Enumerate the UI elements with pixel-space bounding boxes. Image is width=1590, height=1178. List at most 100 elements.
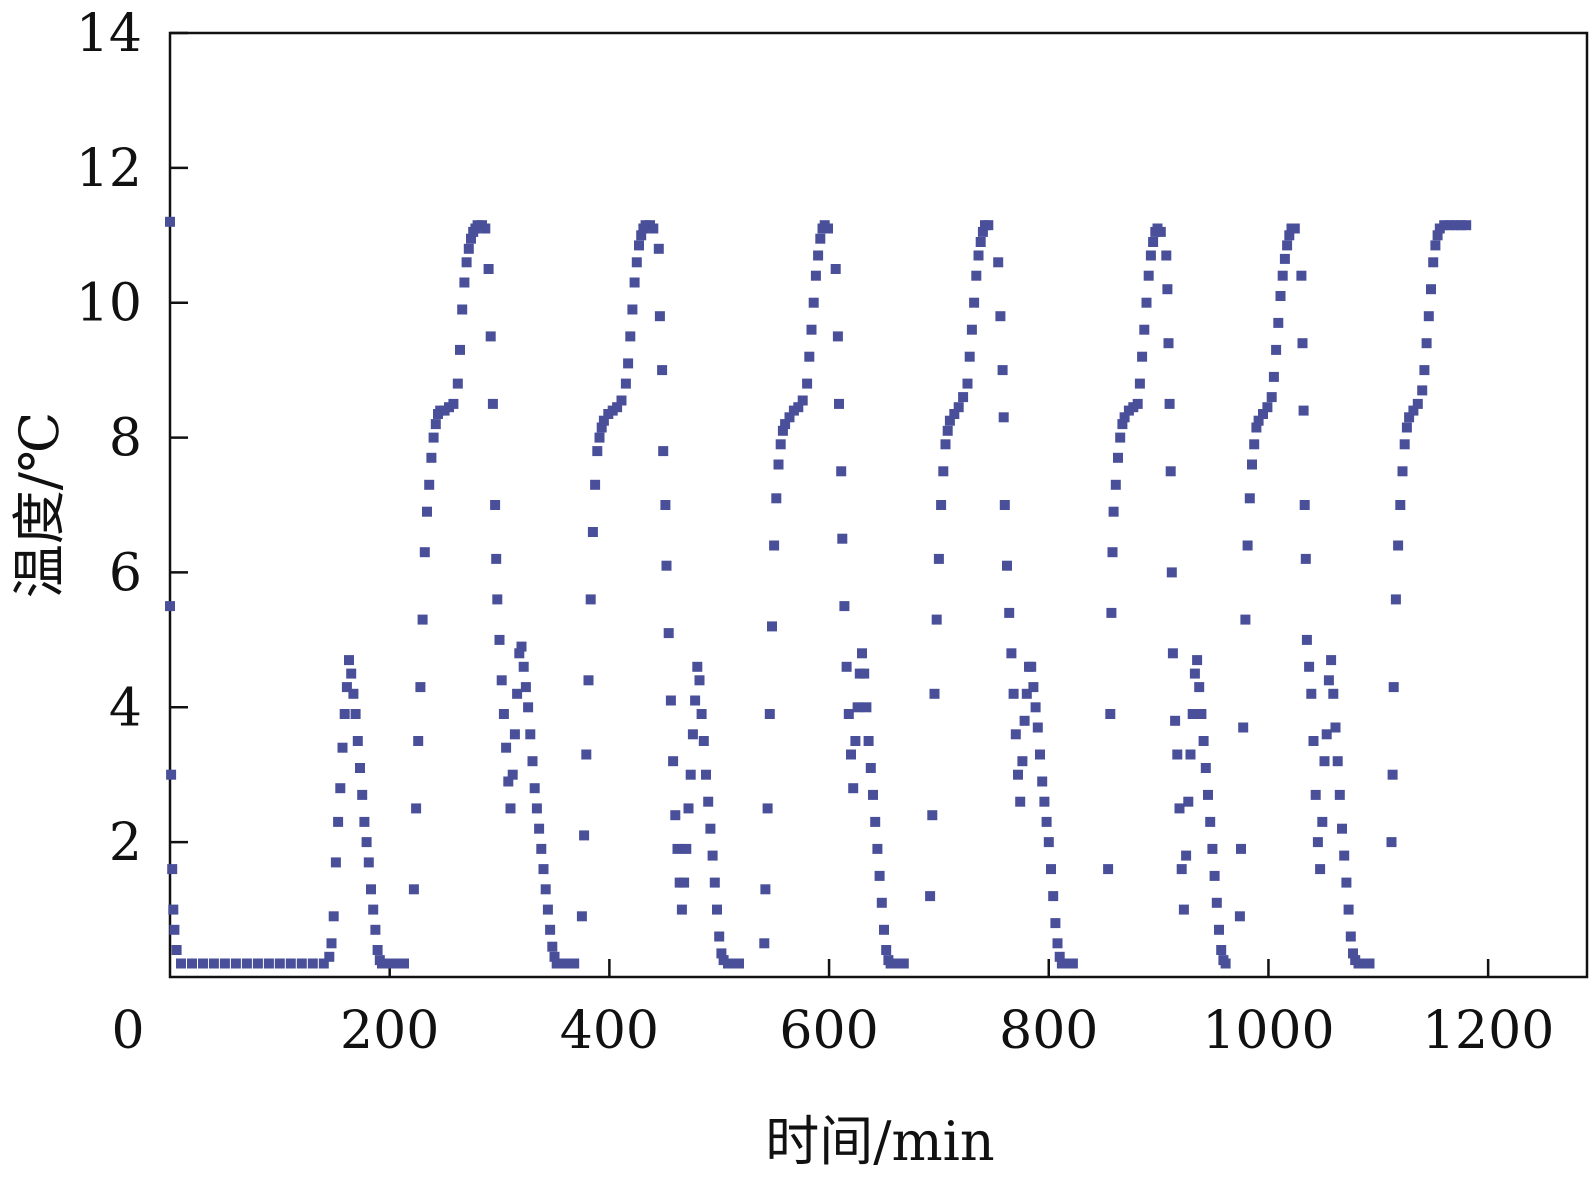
data-point — [1185, 749, 1196, 760]
data-point — [514, 648, 525, 659]
y-axis-label: 温度/℃ — [8, 412, 71, 599]
data-point — [876, 897, 887, 908]
data-point — [503, 776, 514, 787]
data-point — [933, 553, 944, 564]
data-point — [1234, 911, 1245, 922]
data-point — [505, 803, 516, 814]
data-point — [581, 749, 592, 760]
data-point — [762, 803, 773, 814]
data-point — [592, 446, 603, 457]
y-tick-label: 8 — [109, 409, 142, 469]
data-point — [1054, 951, 1065, 962]
data-point — [1164, 398, 1175, 409]
data-point — [636, 230, 647, 241]
data-point — [1308, 736, 1319, 746]
x-tick-label: 400 — [560, 1001, 659, 1061]
data-point — [507, 769, 518, 780]
data-point — [348, 688, 359, 699]
data-point — [368, 904, 379, 915]
data-point — [629, 277, 640, 288]
data-point — [457, 304, 468, 315]
data-point — [808, 297, 819, 308]
data-point — [1006, 648, 1017, 659]
data-point — [1268, 371, 1279, 382]
data-point — [1216, 945, 1227, 955]
data-point — [422, 506, 432, 517]
data-point — [428, 432, 439, 443]
data-point — [929, 688, 940, 699]
data-point — [1258, 409, 1268, 419]
data-point — [424, 479, 435, 490]
data-point — [357, 789, 368, 800]
data-point — [966, 324, 977, 335]
data-point — [168, 904, 179, 915]
data-point — [784, 412, 795, 423]
data-point — [1299, 500, 1310, 510]
data-point — [1348, 948, 1358, 959]
data-point — [393, 958, 404, 969]
data-point — [1207, 843, 1218, 854]
data-point — [1211, 897, 1222, 908]
data-point — [1203, 789, 1213, 800]
data-point — [623, 358, 634, 369]
data-point — [852, 702, 863, 713]
data-point — [1161, 250, 1172, 261]
data-point — [415, 682, 426, 693]
data-point — [885, 958, 896, 969]
data-point — [1167, 648, 1178, 659]
data-point — [938, 466, 949, 477]
data-point — [707, 850, 718, 861]
data-point — [940, 439, 951, 450]
data-point — [328, 911, 339, 922]
data-point — [413, 736, 424, 746]
data-point — [1039, 796, 1050, 807]
data-point — [672, 843, 683, 854]
data-point — [1244, 493, 1255, 504]
data-point — [1284, 230, 1295, 241]
data-point — [545, 924, 556, 935]
data-point — [687, 729, 698, 740]
data-point — [490, 500, 501, 510]
data-point — [841, 661, 852, 672]
data-point — [1282, 240, 1293, 251]
data-point — [382, 958, 393, 969]
data-point — [769, 540, 780, 551]
data-point — [361, 837, 372, 848]
data-point — [1301, 634, 1312, 645]
data-point — [1444, 220, 1455, 231]
data-point — [823, 223, 833, 234]
data-point — [307, 958, 318, 969]
data-point — [1432, 230, 1443, 241]
data-point — [696, 709, 707, 719]
data-point — [1181, 850, 1192, 861]
data-point — [165, 601, 175, 612]
y-tick-label: 14 — [76, 4, 142, 64]
data-point — [1052, 938, 1063, 949]
data-point — [366, 884, 376, 895]
data-point — [1364, 958, 1375, 969]
data-point — [417, 614, 428, 625]
data-point — [892, 958, 903, 969]
data-point — [1192, 655, 1203, 666]
data-point — [579, 830, 590, 841]
data-point — [318, 958, 329, 969]
data-point — [1013, 769, 1023, 780]
data-point — [1353, 958, 1364, 969]
data-point — [230, 958, 241, 969]
data-point — [1262, 402, 1273, 413]
data-point — [977, 226, 988, 237]
data-point — [1165, 466, 1176, 477]
data-point — [813, 250, 824, 261]
data-point — [1315, 864, 1326, 875]
x-axis-label: 时间/min — [765, 1110, 994, 1173]
data-point — [1117, 419, 1128, 430]
data-point — [531, 803, 542, 814]
data-point — [1107, 547, 1118, 558]
data-point — [1106, 607, 1117, 618]
data-point — [1019, 715, 1030, 726]
data-point — [1214, 924, 1224, 935]
data-point — [993, 257, 1004, 268]
data-point — [1328, 688, 1339, 699]
data-point — [585, 594, 596, 605]
